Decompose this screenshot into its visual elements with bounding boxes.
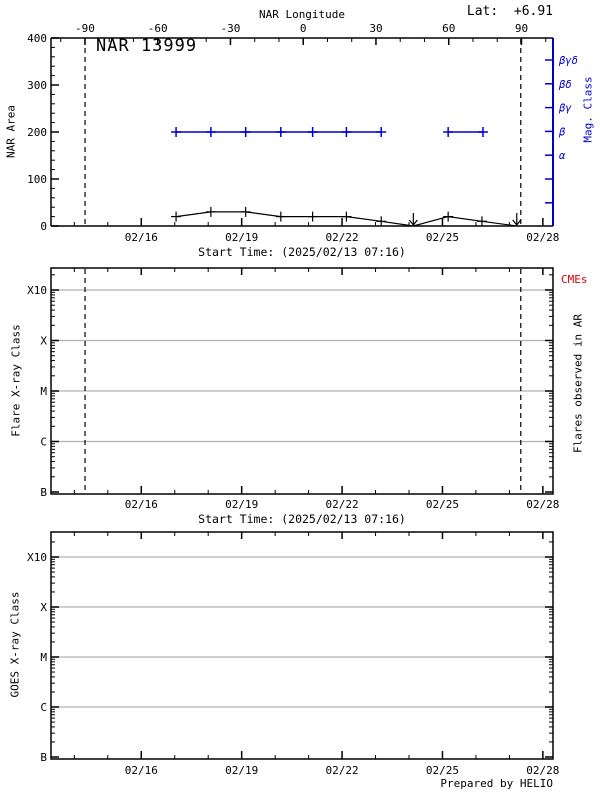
mag-class-tick-label: β <box>558 126 566 138</box>
tick-label: C <box>40 436 47 449</box>
tick-label: X10 <box>27 551 47 564</box>
flares-observed-label: Flares observed in AR <box>571 313 585 454</box>
y-axis-title-flare: Flare X-ray Class <box>9 324 23 437</box>
tick-label: B <box>40 486 47 499</box>
tick-label: 02/25 <box>426 231 459 244</box>
y-axis-title-goes: GOES X-ray Class <box>8 591 22 698</box>
down-arrow-marker <box>512 219 518 226</box>
cmes-label: CMEs <box>561 273 588 286</box>
top-axis-title: NAR Longitude <box>258 8 346 21</box>
tick-label: 300 <box>27 79 47 92</box>
tick-label: 02/19 <box>225 231 258 244</box>
y-axis-title-nar-area: NAR Area <box>4 105 18 158</box>
latitude-label: Lat: +6.91 <box>466 4 553 19</box>
down-arrow-marker <box>408 219 414 226</box>
tick-label: -90 <box>75 22 95 35</box>
tick-label: 60 <box>442 22 455 35</box>
tick-label: 0 <box>300 22 307 35</box>
credit-label: Prepared by HELIO <box>440 777 553 790</box>
down-arrow-marker <box>516 219 522 226</box>
tick-label: -60 <box>148 22 168 35</box>
tick-label: 02/28 <box>526 764 559 777</box>
tick-label: 02/16 <box>125 764 158 777</box>
tick-label: 02/25 <box>426 764 459 777</box>
tick-label: 02/16 <box>125 498 158 511</box>
tick-label: C <box>40 701 47 714</box>
tick-label: 02/25 <box>426 498 459 511</box>
mag-class-tick-label: βγ <box>558 103 572 115</box>
tick-label: 200 <box>27 126 47 139</box>
tick-label: X <box>40 335 47 348</box>
tick-label: -30 <box>221 22 241 35</box>
tick-label: 02/22 <box>326 764 359 777</box>
tick-label: X <box>40 601 47 614</box>
tick-label: 02/28 <box>526 231 559 244</box>
down-arrow-marker <box>412 219 418 226</box>
tick-label: 02/22 <box>326 231 359 244</box>
panel-frame <box>50 267 554 495</box>
tick-label: 02/16 <box>125 231 158 244</box>
tick-label: 02/19 <box>225 764 258 777</box>
tick-label: B <box>40 751 47 764</box>
tick-label: 30 <box>369 22 382 35</box>
tick-label: X10 <box>27 284 47 297</box>
panel-frame <box>50 531 554 760</box>
tick-label: 02/19 <box>225 498 258 511</box>
tick-label: 02/22 <box>326 498 359 511</box>
start-time-label-middle: Start Time: (2025/02/13 07:16) <box>198 512 406 526</box>
mag-class-axis-title: Mag. Class <box>581 76 595 143</box>
tick-label: M <box>40 385 47 398</box>
mag-class-tick-label: βγδ <box>558 55 578 67</box>
mag-class-tick-label: α <box>559 150 566 162</box>
start-time-label-top: Start Time: (2025/02/13 07:16) <box>198 245 406 259</box>
tick-label: 0 <box>40 220 47 233</box>
mag-class-tick-label: βδ <box>558 79 572 91</box>
tick-label: 90 <box>515 22 528 35</box>
page-title: NAR 13999 <box>96 36 198 56</box>
tick-label: M <box>40 651 47 664</box>
tick-label: 100 <box>27 173 47 186</box>
tick-label: 400 <box>27 32 47 45</box>
tick-label: 02/28 <box>526 498 559 511</box>
